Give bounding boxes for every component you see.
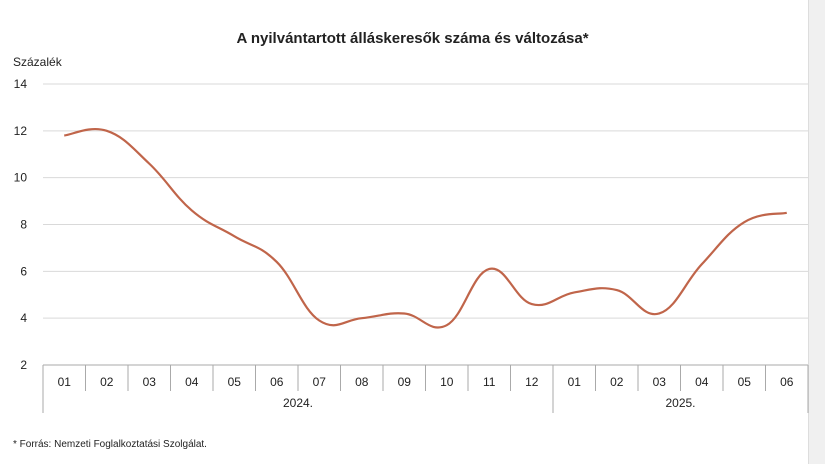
x-tick-label: 11 [483, 375, 496, 389]
x-tick-label: 08 [355, 375, 369, 389]
x-tick-label: 01 [568, 375, 582, 389]
x-tick-label: 03 [653, 375, 667, 389]
y-axis-label: Százalék [13, 55, 62, 69]
group-label: 2024. [283, 396, 313, 410]
x-tick-label: 05 [228, 375, 242, 389]
group-label: 2025. [665, 396, 695, 410]
x-tick-label: 05 [738, 375, 752, 389]
x-tick-label: 10 [440, 375, 454, 389]
y-tick-label: 12 [14, 124, 28, 138]
x-tick-label: 06 [780, 375, 794, 389]
chart-title: A nyilvántartott álláskeresők száma és v… [236, 30, 589, 47]
y-tick-label: 2 [20, 358, 27, 372]
x-tick-label: 01 [58, 375, 72, 389]
x-tick-label: 04 [695, 375, 709, 389]
x-tick-label: 12 [525, 375, 539, 389]
series-line [64, 127, 787, 329]
x-tick-label: 09 [398, 375, 412, 389]
y-tick-label: 14 [14, 77, 28, 91]
y-tick-label: 8 [20, 218, 27, 232]
x-tick-label: 02 [610, 375, 624, 389]
x-tick-label: 04 [185, 375, 199, 389]
y-tick-label: 10 [14, 171, 28, 185]
y-tick-label: 6 [20, 264, 27, 278]
footnote: * Forrás: Nemzeti Foglalkoztatási Szolgá… [13, 439, 207, 450]
x-tick-label: 03 [143, 375, 157, 389]
x-tick-label: 06 [270, 375, 284, 389]
x-tick-label: 07 [313, 375, 327, 389]
y-tick-label: 4 [20, 311, 27, 325]
x-tick-label: 02 [100, 375, 114, 389]
